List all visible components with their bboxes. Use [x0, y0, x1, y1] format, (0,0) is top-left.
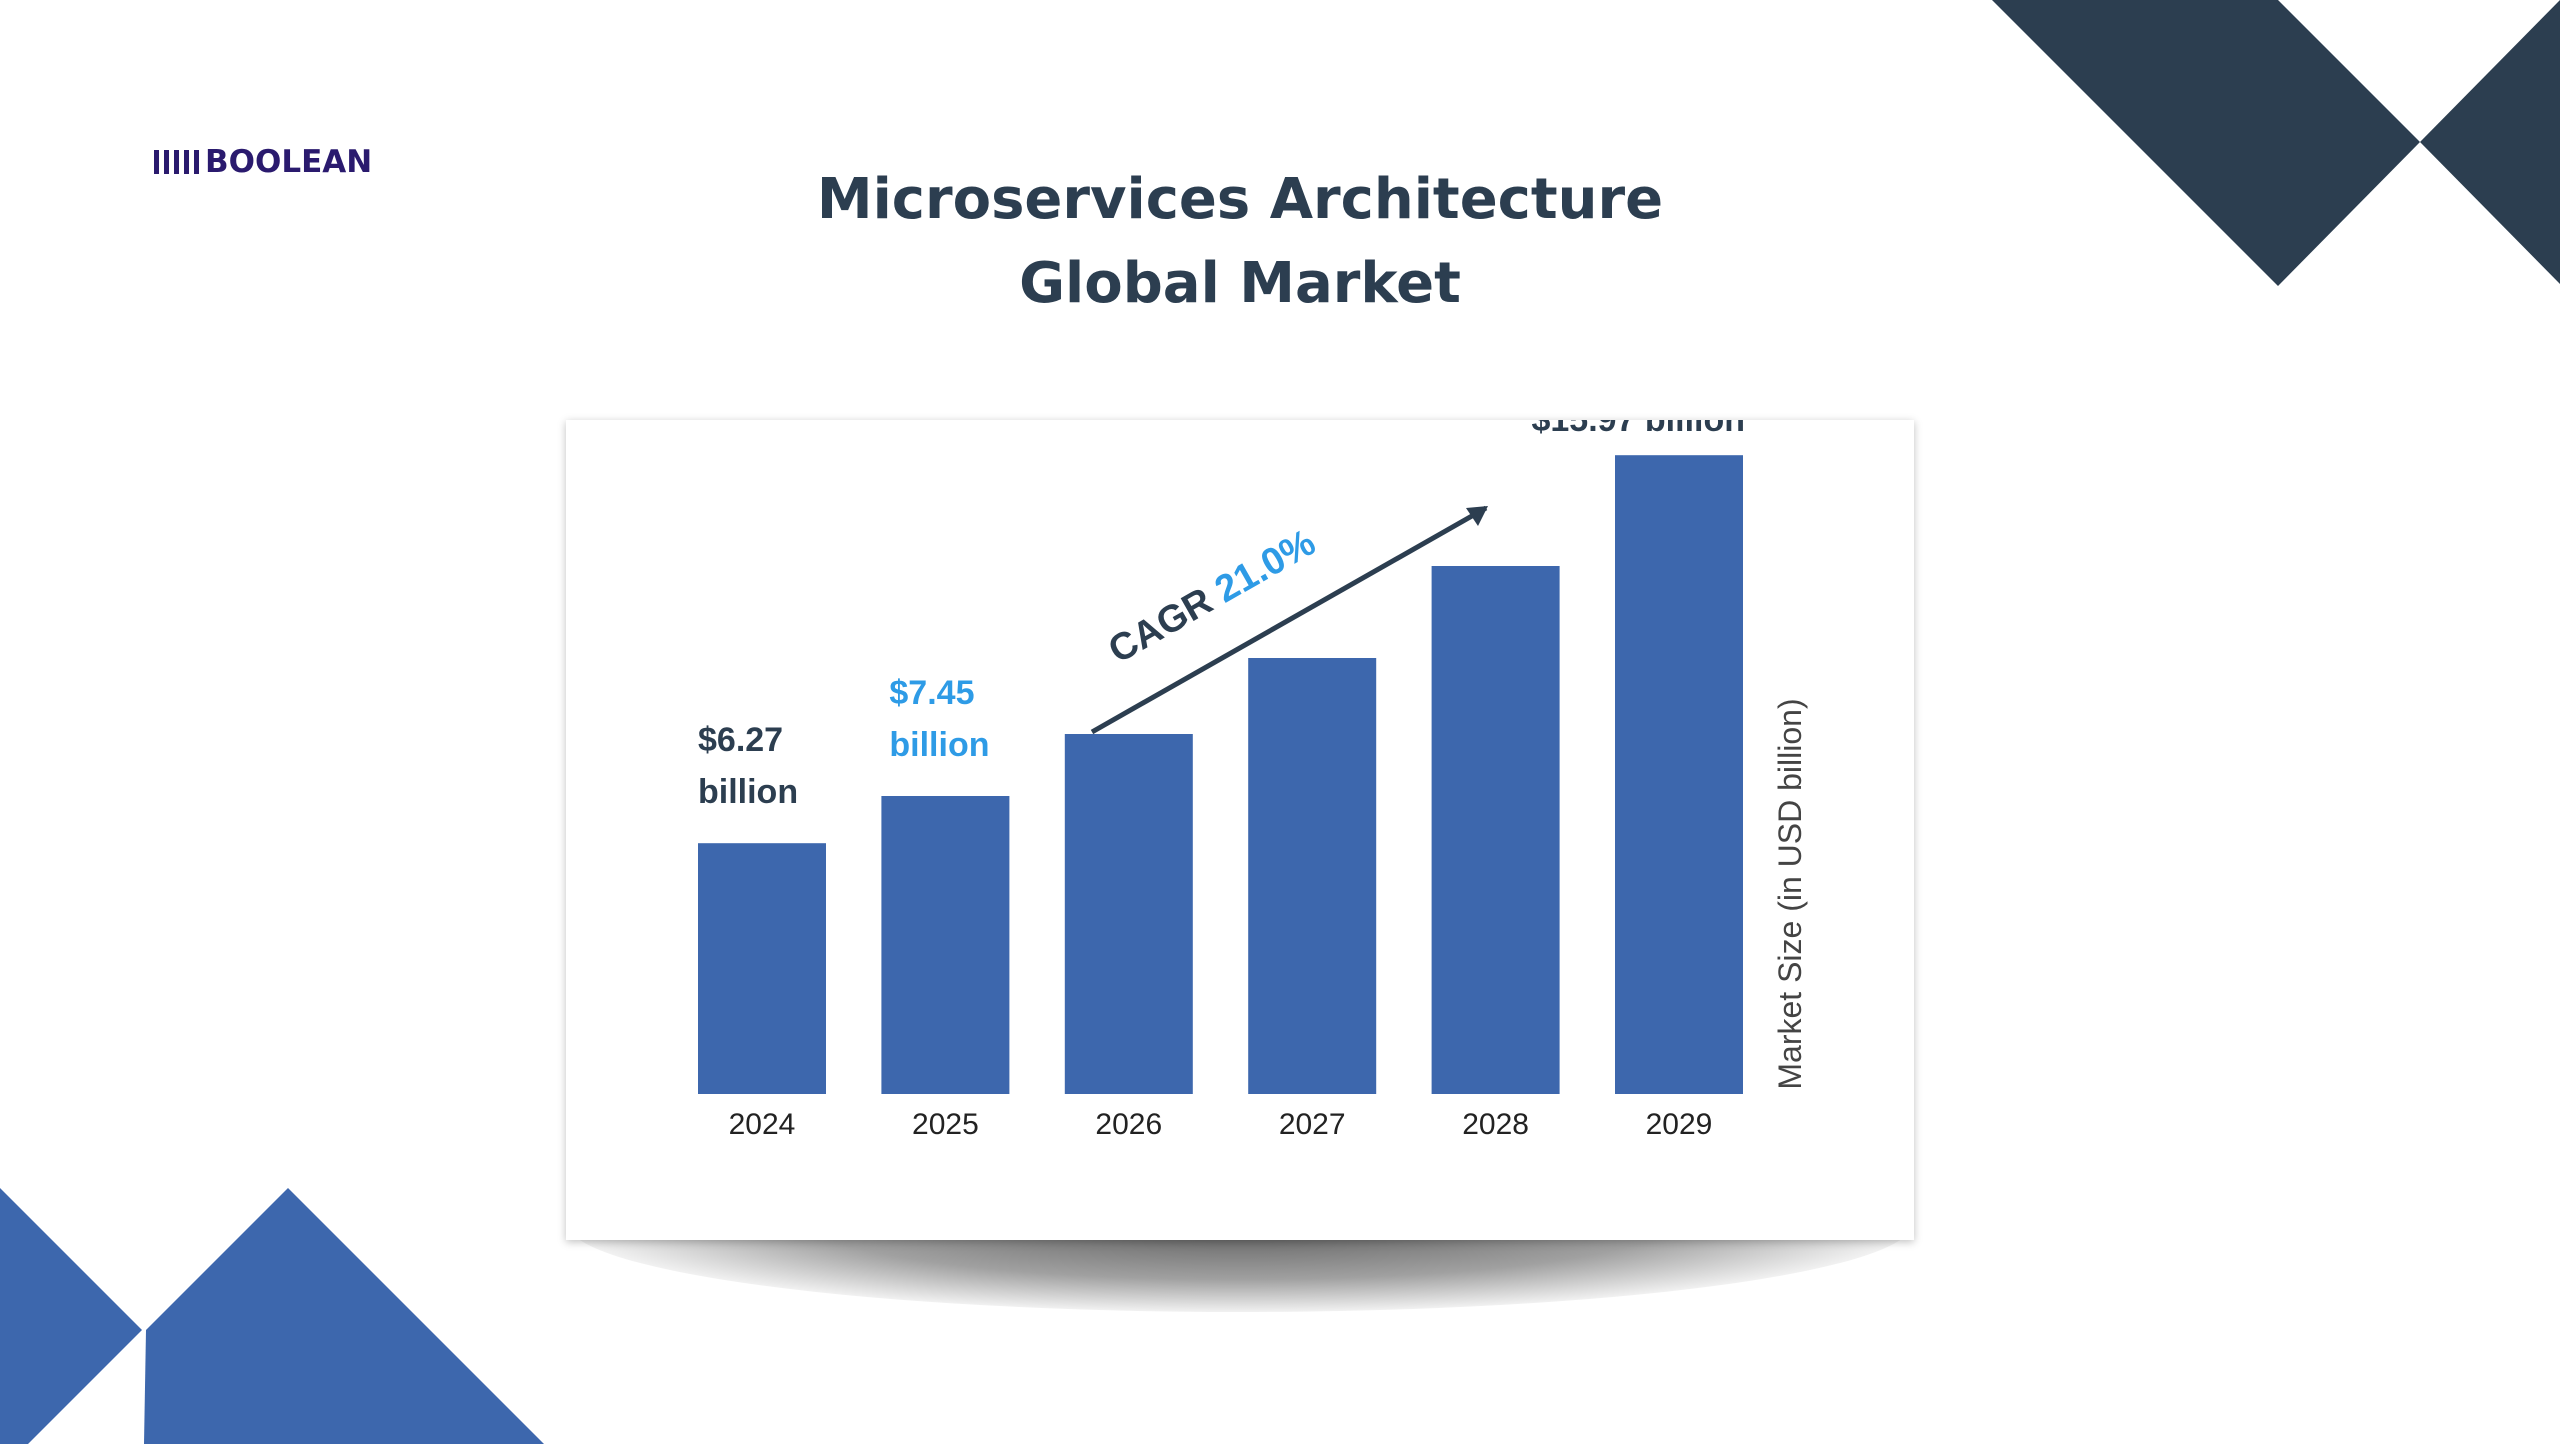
x-tick-label: 2029	[1646, 1108, 1713, 1141]
corner-triangle-dark	[1992, 0, 2420, 286]
x-tick-label: 2028	[1462, 1108, 1529, 1141]
corner-triangle-blue	[0, 1188, 142, 1444]
cagr-arrow-head	[1466, 506, 1488, 526]
page-title: Microservices Architecture Global Market	[480, 158, 2000, 326]
x-tick-label: 2027	[1279, 1108, 1346, 1141]
bar-2024	[698, 843, 826, 1094]
cagr-prefix: CAGR	[1102, 575, 1229, 672]
cagr-value: 21.0%	[1208, 522, 1322, 612]
corner-triangle-blue	[144, 1188, 544, 1444]
cagr-arrow-line	[1090, 505, 1488, 735]
title-line-1: Microservices Architecture	[816, 167, 1664, 232]
logo-text: BOOLEAN	[205, 144, 373, 180]
data-label-2024: $6.27	[698, 721, 783, 759]
y-axis-label: Market Size (in USD billion)	[1772, 698, 1808, 1089]
x-tick-label: 2024	[729, 1108, 796, 1141]
bar-2029	[1615, 455, 1743, 1094]
data-label-2024-unit: billion	[698, 773, 798, 811]
bar-2027	[1248, 658, 1377, 1094]
cagr-annotation: CAGR 21.0%	[1102, 522, 1323, 672]
bars-icon	[154, 150, 199, 174]
data-label-2025-unit: billion	[889, 726, 989, 764]
bar-2028	[1431, 566, 1560, 1094]
data-label-2025: $7.45	[889, 674, 974, 712]
market-bar-chart: 2024 2025 2026 2027 2028 2029 $6.27 billion $7.4…	[698, 420, 1808, 1141]
bar-2025	[881, 796, 1010, 1094]
corner-triangle-dark	[2420, 0, 2560, 284]
title-line-2: Global Market	[1019, 251, 1461, 316]
x-tick-label: 2026	[1095, 1108, 1162, 1141]
data-label-2029: $15.97 billion	[1531, 420, 1745, 439]
x-tick-label: 2025	[912, 1108, 979, 1141]
bar-2026	[1064, 734, 1193, 1094]
boolean-logo: BOOLEAN	[154, 144, 372, 180]
